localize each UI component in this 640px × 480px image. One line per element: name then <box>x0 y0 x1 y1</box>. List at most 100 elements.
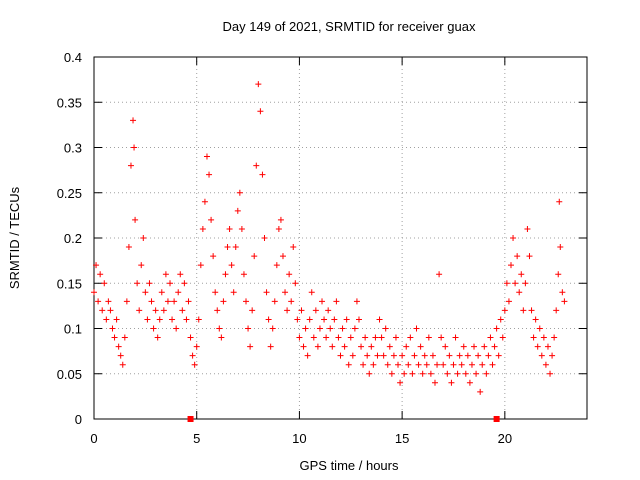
data-point <box>265 316 272 323</box>
data-point <box>477 388 484 395</box>
data-point <box>136 307 143 314</box>
data-point <box>434 361 441 368</box>
data-point <box>450 361 457 368</box>
data-point <box>203 153 210 160</box>
data-point <box>275 225 282 232</box>
data-point <box>277 216 284 223</box>
data-point <box>296 334 303 341</box>
data-point <box>362 334 369 341</box>
data-point <box>123 298 130 305</box>
data-point <box>518 271 525 278</box>
data-point <box>185 298 192 305</box>
data-point <box>353 298 360 305</box>
data-point <box>292 280 299 287</box>
data-point <box>109 325 116 332</box>
x-tick-label: 20 <box>498 431 512 446</box>
data-point <box>485 352 492 359</box>
data-point <box>491 343 498 350</box>
data-point <box>351 325 358 332</box>
data-point <box>261 235 268 241</box>
data-point <box>195 316 202 323</box>
data-point <box>507 262 514 269</box>
data-point <box>95 298 102 305</box>
data-point <box>234 207 241 214</box>
y-tick-label: 0 <box>75 412 82 427</box>
data-point <box>127 162 134 169</box>
data-point <box>378 334 385 341</box>
data-point <box>97 271 104 278</box>
data-point <box>191 361 198 368</box>
data-point <box>113 316 120 323</box>
data-point <box>101 280 108 287</box>
data-point <box>388 370 395 377</box>
x-axis-label: GPS time / hours <box>300 458 399 473</box>
data-point <box>230 289 237 296</box>
data-point <box>284 307 291 314</box>
data-point <box>93 262 100 269</box>
data-point <box>329 343 336 350</box>
grid-lines <box>94 57 587 419</box>
x-tick-label: 5 <box>193 431 200 446</box>
data-point <box>119 361 126 368</box>
data-point <box>144 316 151 323</box>
data-point <box>413 325 420 332</box>
data-point <box>503 280 510 287</box>
chart-title: Day 149 of 2021, SRMTID for receiver gua… <box>223 19 476 34</box>
data-point <box>167 280 174 287</box>
axis-ticks: 0 0.05 0.1 0.15 0.2 0.25 0.3 0.35 0.4 0 5 10 15 20 <box>57 50 587 446</box>
axis-marker <box>187 416 194 422</box>
data-point <box>312 307 319 314</box>
data-point <box>131 144 138 151</box>
data-point <box>349 352 356 359</box>
data-point <box>245 325 252 332</box>
data-point <box>483 370 490 377</box>
y-axis-label: SRMTID / TECUs <box>7 186 22 289</box>
data-point <box>253 162 260 169</box>
data-point <box>368 343 375 350</box>
data-point <box>181 280 188 287</box>
data-point <box>140 235 147 241</box>
data-point <box>212 289 219 296</box>
data-point <box>553 307 560 314</box>
data-point <box>561 298 568 305</box>
data-point <box>520 307 527 314</box>
data-point <box>376 316 383 323</box>
data-point <box>460 343 467 350</box>
data-point <box>154 334 161 341</box>
data-point <box>366 370 373 377</box>
data-point <box>208 216 215 223</box>
data-point <box>279 253 286 260</box>
data-point <box>516 289 523 296</box>
data-point <box>487 334 494 341</box>
data-point <box>532 316 539 323</box>
data-point <box>105 298 112 305</box>
y-tick-label: 0.35 <box>57 95 82 110</box>
data-point <box>134 280 141 287</box>
data-point <box>405 361 412 368</box>
data-point <box>559 289 566 296</box>
data-point <box>201 198 208 205</box>
data-point <box>403 343 410 350</box>
data-point <box>216 325 223 332</box>
data-point <box>327 325 334 332</box>
data-point <box>286 271 293 278</box>
data-point <box>534 343 541 350</box>
data-point <box>228 262 235 269</box>
data-point <box>183 316 190 323</box>
data-point <box>454 370 461 377</box>
data-point <box>91 289 97 296</box>
data-point <box>462 370 469 377</box>
data-point <box>103 316 110 323</box>
data-point <box>382 325 389 332</box>
data-point <box>263 289 270 296</box>
data-point <box>214 307 221 314</box>
data-point <box>399 352 406 359</box>
data-point <box>339 325 346 332</box>
data-point <box>310 334 317 341</box>
data-point <box>452 334 459 341</box>
data-point <box>152 307 159 314</box>
data-point <box>501 307 508 314</box>
axis-markers <box>187 416 500 422</box>
data-point <box>475 352 482 359</box>
